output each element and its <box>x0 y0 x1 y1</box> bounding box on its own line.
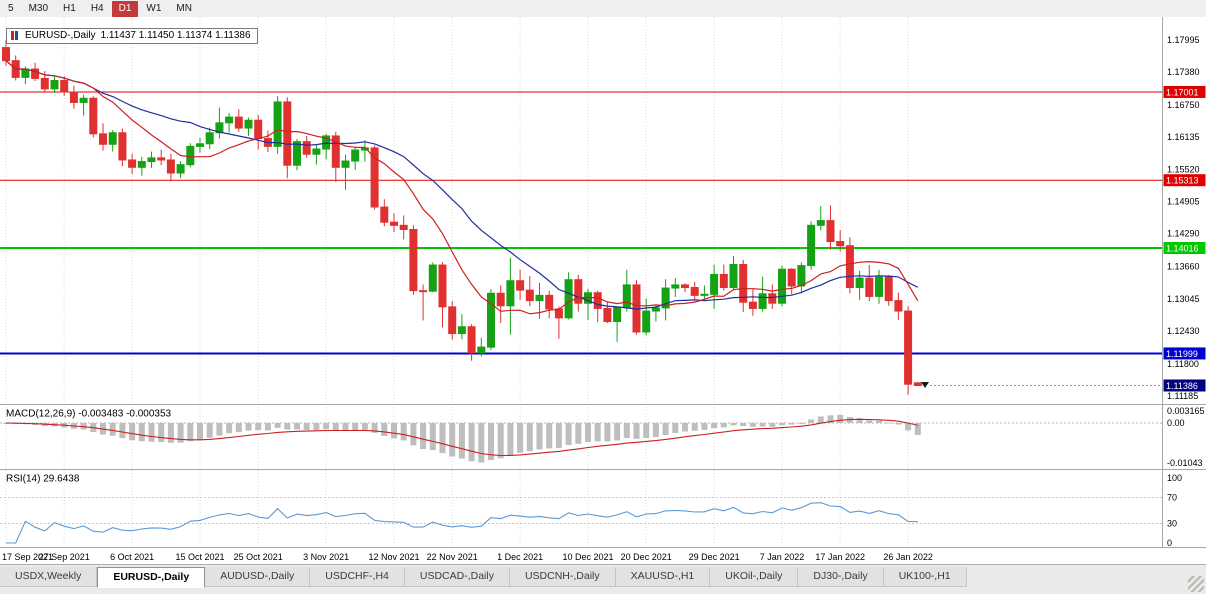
macd-indicator <box>0 414 1162 463</box>
tab-eurusd-daily[interactable]: EURUSD-,Daily <box>97 567 206 588</box>
grid-lines <box>5 17 909 547</box>
tooltip-ohlc: 1.11437 1.11450 1.11374 1.11386 <box>100 30 251 41</box>
svg-text:1.15313: 1.15313 <box>1166 176 1199 186</box>
svg-text:RSI(14) 29.6438: RSI(14) 29.6438 <box>6 474 80 485</box>
svg-text:17 Jan 2022: 17 Jan 2022 <box>815 552 865 562</box>
svg-text:0: 0 <box>1167 538 1172 548</box>
svg-text:MACD(12,26,9) -0.003483 -0.000: MACD(12,26,9) -0.003483 -0.000353 <box>6 409 172 420</box>
svg-text:1.11386: 1.11386 <box>1166 381 1198 391</box>
svg-text:22 Nov 2021: 22 Nov 2021 <box>427 552 478 562</box>
svg-text:30: 30 <box>1167 519 1177 529</box>
tab-ukoil-daily[interactable]: UKOil-,Daily <box>710 567 799 587</box>
price-axis: 1.17995 1.17380 1.16750 1.16135 1.15520 1.149… <box>921 35 1206 401</box>
pane-separators <box>0 17 1206 548</box>
timeframe-button-5[interactable]: 5 <box>8 2 14 14</box>
chart-area[interactable]: 1.17995 1.17380 1.16750 1.16135 1.15520 1.149… <box>0 17 1206 567</box>
svg-text:1.15520: 1.15520 <box>1167 164 1200 174</box>
price-chart-canvas[interactable]: 1.17995 1.17380 1.16750 1.16135 1.15520 1.149… <box>0 17 1206 567</box>
tab-uk100-h1[interactable]: UK100-,H1 <box>883 567 967 587</box>
tab-usdcnh-daily[interactable]: USDCNH-,Daily <box>509 567 616 587</box>
timeframe-button-h4[interactable]: H4 <box>90 2 104 14</box>
svg-text:1.11185: 1.11185 <box>1167 391 1198 401</box>
symbol-icon <box>11 31 20 40</box>
svg-text:1.14016: 1.14016 <box>1166 244 1199 254</box>
tooltip-symbol: EURUSD-,Daily <box>25 30 96 41</box>
tab-usdx-weekly[interactable]: USDX,Weekly <box>0 567 98 587</box>
svg-text:1.12430: 1.12430 <box>1167 326 1200 336</box>
chart-ohlc-tooltip: EURUSD-,Daily 1.11437 1.11450 1.11374 1.… <box>6 28 258 44</box>
svg-text:1.14290: 1.14290 <box>1167 229 1200 239</box>
svg-text:25 Oct 2021: 25 Oct 2021 <box>234 552 283 562</box>
svg-text:27 Sep 2021: 27 Sep 2021 <box>39 552 90 562</box>
timeframe-button-w1[interactable]: W1 <box>146 2 162 14</box>
svg-text:10 Dec 2021: 10 Dec 2021 <box>562 552 613 562</box>
svg-text:1.13660: 1.13660 <box>1167 262 1200 272</box>
rsi-indicator <box>0 497 1162 544</box>
tab-usdcad-daily[interactable]: USDCAD-,Daily <box>404 567 510 587</box>
svg-text:20 Dec 2021: 20 Dec 2021 <box>621 552 672 562</box>
timeframe-button-d1[interactable]: D1 <box>111 0 139 17</box>
svg-text:1.13045: 1.13045 <box>1167 294 1200 304</box>
timeframe-button-mn[interactable]: MN <box>176 2 192 14</box>
tab-usdchf-h4[interactable]: USDCHF-,H4 <box>310 567 405 587</box>
svg-text:100: 100 <box>1167 473 1182 483</box>
tab-xauusd-h1[interactable]: XAUUSD-,H1 <box>615 567 711 587</box>
candles <box>2 40 922 395</box>
tab-strip: USDX,Weekly EURUSD-,Daily AUDUSD-,Daily USD… <box>0 567 967 588</box>
svg-text:70: 70 <box>1167 493 1177 503</box>
svg-text:6 Oct 2021: 6 Oct 2021 <box>110 552 154 562</box>
moving-averages <box>5 60 919 315</box>
svg-text:1.16750: 1.16750 <box>1167 100 1200 110</box>
svg-text:1.17380: 1.17380 <box>1167 67 1200 77</box>
timeframe-button-m30[interactable]: M30 <box>28 2 49 14</box>
tab-audusd-daily[interactable]: AUDUSD-,Daily <box>205 567 311 587</box>
svg-text:0.00: 0.00 <box>1167 418 1185 428</box>
svg-text:-0.01043: -0.01043 <box>1167 458 1203 468</box>
svg-text:12 Nov 2021: 12 Nov 2021 <box>368 552 419 562</box>
svg-text:1 Dec 2021: 1 Dec 2021 <box>497 552 543 562</box>
chart-tabs-bar: USDX,Weekly EURUSD-,Daily AUDUSD-,Daily USD… <box>0 564 1206 594</box>
tab-dj30-daily[interactable]: DJ30-,Daily <box>798 567 884 587</box>
timeframe-toolbar: 5 M30 H1 H4 D1 W1 MN <box>0 0 1206 18</box>
indicator-labels: MACD(12,26,9) -0.003483 -0.000353 0.00316… <box>6 406 1205 548</box>
svg-text:7 Jan 2022: 7 Jan 2022 <box>760 552 805 562</box>
svg-text:1.16135: 1.16135 <box>1167 132 1200 142</box>
svg-text:26 Jan 2022: 26 Jan 2022 <box>883 552 933 562</box>
svg-text:29 Dec 2021: 29 Dec 2021 <box>689 552 740 562</box>
svg-text:1.17995: 1.17995 <box>1167 35 1200 45</box>
resize-grip-icon[interactable] <box>1188 576 1204 592</box>
timeframe-button-h1[interactable]: H1 <box>63 2 76 14</box>
svg-text:1.17001: 1.17001 <box>1166 87 1199 97</box>
svg-text:1.14905: 1.14905 <box>1167 197 1200 207</box>
svg-text:0.003165: 0.003165 <box>1167 406 1205 416</box>
svg-text:1.11800: 1.11800 <box>1167 359 1199 369</box>
svg-text:1.11999: 1.11999 <box>1166 349 1198 359</box>
svg-text:17 Sep 2021: 17 Sep 2021 <box>2 552 53 562</box>
support-resistance-lines <box>0 91 1162 355</box>
svg-text:3 Nov 2021: 3 Nov 2021 <box>303 552 349 562</box>
svg-text:15 Oct 2021: 15 Oct 2021 <box>175 552 224 562</box>
